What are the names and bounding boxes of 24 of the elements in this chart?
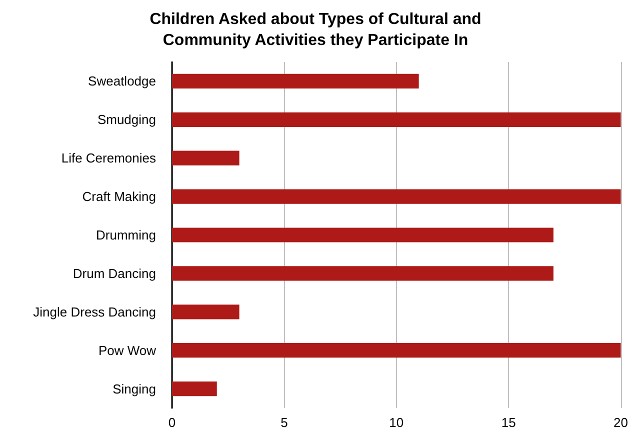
bar [172, 112, 621, 127]
bar [172, 343, 621, 358]
y-tick-label: Drumming [96, 228, 156, 242]
bar [172, 228, 554, 242]
bar [172, 150, 240, 166]
bar [172, 266, 554, 281]
x-tick-label: 10 [389, 415, 404, 430]
bar [172, 189, 621, 204]
y-tick-label: Life Ceremonies [61, 150, 156, 166]
y-tick-label: Sweatlodge [88, 74, 156, 89]
x-tick-label: 0 [168, 415, 176, 430]
y-tick-label: Jingle Dress Dancing [33, 304, 156, 320]
x-tick-label: 5 [280, 415, 288, 430]
bar [172, 74, 419, 89]
y-tick-label: Singing [112, 381, 156, 396]
chart-title: Children Asked about Types of Cultural and Community Activities they Participate In [150, 11, 482, 49]
bar [172, 304, 240, 320]
y-tick-label: Smudging [97, 112, 156, 128]
x-tick-label: 15 [501, 415, 516, 430]
y-tick-label: Drum Dancing [72, 266, 156, 281]
x-tick-label: 20 [614, 415, 628, 430]
y-tick-label: Craft Making [82, 189, 156, 204]
bar [172, 381, 217, 396]
y-tick-label: Pow Wow [98, 342, 157, 358]
